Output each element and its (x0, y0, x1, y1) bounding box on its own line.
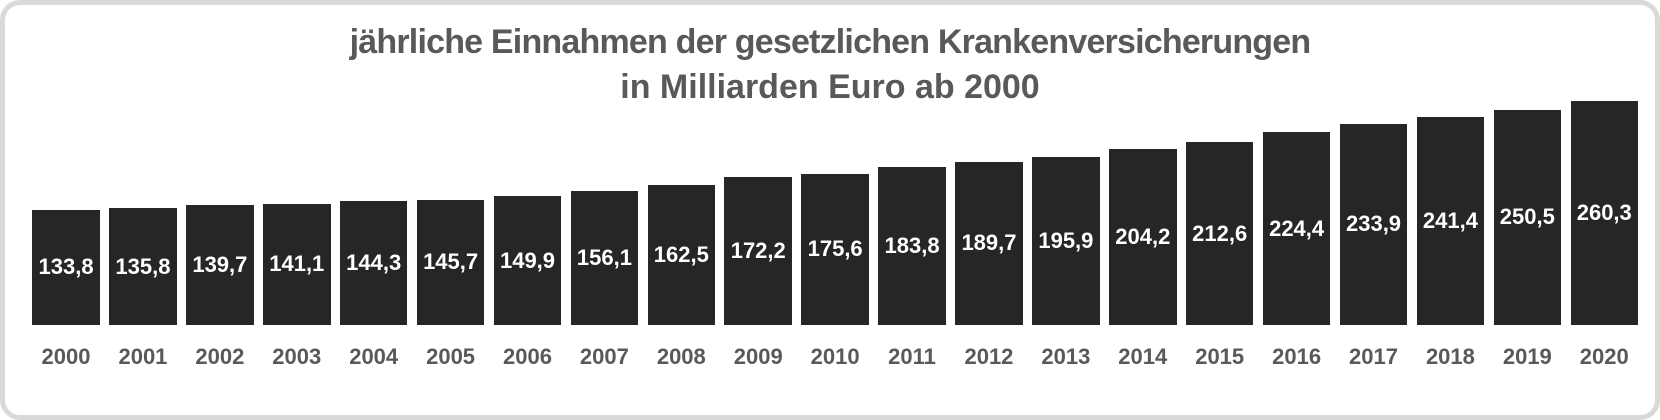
year-label-2000: 2000 (41, 344, 91, 369)
chart-title-line2: in Milliarden Euro ab 2000 (620, 68, 1040, 106)
bar-2006: 149,9 (493, 196, 562, 325)
bar-2017: 233,9 (1339, 123, 1408, 325)
year-label-2014: 2014 (1118, 344, 1168, 369)
bar-value-label: 149,9 (499, 247, 556, 273)
bar-2005: 145,7 (416, 199, 485, 325)
bar-2011: 183,8 (878, 166, 946, 325)
bar-2015: 212,6 (1185, 142, 1254, 325)
bar-value-label: 172,2 (730, 237, 786, 263)
bar-2018: 241,4 (1416, 117, 1485, 325)
year-label-2020: 2020 (1579, 344, 1629, 369)
bar-2013: 195,9 (1032, 156, 1100, 325)
year-label-2011: 2011 (888, 344, 936, 369)
bar-value-label: 145,7 (423, 249, 479, 275)
chart-title: jährliche Einnahmen der gesetzlichen Kra… (0, 20, 1660, 110)
bar-value-label: 212,6 (1192, 220, 1248, 246)
bar-value-label: 175,6 (807, 236, 863, 262)
bar-value-label: 135,8 (115, 253, 171, 279)
year-label-2010: 2010 (810, 344, 860, 369)
bar-value-label: 133,8 (38, 254, 94, 280)
year-label-2016: 2016 (1272, 344, 1322, 369)
bar-2008: 162,5 (647, 185, 716, 325)
year-label-2013: 2013 (1041, 344, 1091, 369)
year-label-2018: 2018 (1425, 344, 1475, 369)
bar-2002: 139,7 (186, 204, 254, 325)
bar-value-label: 156,1 (576, 244, 632, 270)
year-label-2015: 2015 (1195, 344, 1245, 369)
bar-value-label: 141,1 (269, 251, 325, 277)
year-label-2005: 2005 (426, 344, 476, 369)
bar-2000: 133,8 (32, 209, 100, 325)
bar-value-label: 260,3 (1576, 200, 1632, 226)
bar-value-label: 189,7 (961, 230, 1017, 256)
year-label-2003: 2003 (272, 344, 322, 369)
bar-value-label: 195,9 (1038, 227, 1094, 253)
bar-2012: 189,7 (955, 161, 1023, 325)
bar-2016: 224,4 (1262, 132, 1331, 325)
year-label-2002: 2002 (195, 344, 245, 369)
bar-2020: 260,3 (1570, 101, 1638, 325)
chart-title-line1: jährliche Einnahmen der gesetzlichen Kra… (349, 23, 1312, 61)
year-label-2017: 2017 (1349, 344, 1398, 369)
year-label-2006: 2006 (503, 344, 552, 369)
bar-2019: 250,5 (1493, 109, 1562, 325)
bar-2004: 144,3 (339, 200, 408, 325)
year-label-2019: 2019 (1502, 344, 1552, 369)
bar-2007: 156,1 (570, 190, 639, 325)
bar-value-label: 241,4 (1422, 208, 1478, 234)
bar-2009: 172,2 (724, 176, 792, 325)
year-label-2012: 2012 (964, 344, 1014, 369)
bar-2014: 204,2 (1109, 149, 1177, 325)
bar-value-label: 139,7 (192, 251, 248, 277)
year-label-2001: 2001 (118, 344, 168, 369)
bar-value-label: 183,8 (884, 232, 940, 258)
bar-value-label: 204,2 (1115, 224, 1171, 250)
year-label-2004: 2004 (349, 344, 399, 369)
year-label-2009: 2009 (733, 344, 783, 369)
year-label-2007: 2007 (579, 344, 629, 369)
bar-value-label: 144,3 (346, 249, 402, 275)
bar-2001: 135,8 (109, 208, 177, 325)
bar-value-label: 233,9 (1345, 211, 1402, 237)
bar-2003: 141,1 (263, 203, 331, 325)
bar-value-label: 250,5 (1499, 204, 1555, 230)
year-label-2008: 2008 (656, 344, 706, 369)
bar-value-label: 162,5 (653, 242, 709, 268)
bar-2010: 175,6 (801, 173, 869, 325)
bar-value-label: 224,4 (1269, 215, 1325, 241)
